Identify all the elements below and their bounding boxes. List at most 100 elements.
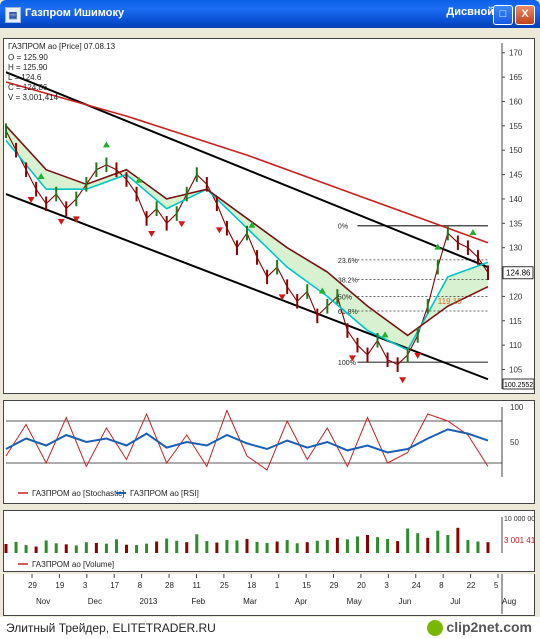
date-axis-tick-label: 25 xyxy=(220,581,229,590)
month-axis-label: May xyxy=(347,597,362,606)
ohlc-label: L = 124.6 xyxy=(8,73,42,82)
volume-bar xyxy=(44,540,48,553)
ohlc-label: H = 125.90 xyxy=(8,63,48,72)
sell-signal-marker xyxy=(399,377,407,384)
volume-bar xyxy=(376,537,380,553)
volume-bar xyxy=(4,544,8,553)
sell-signal-marker xyxy=(57,218,65,225)
volume-bar xyxy=(386,538,390,553)
date-axis-tick-label: 11 xyxy=(192,581,201,590)
volume-bar xyxy=(185,542,189,553)
fib-level-label: 61.8% xyxy=(338,309,358,316)
volume-bar xyxy=(446,535,450,553)
price-axis-tick-label: 105 xyxy=(509,366,523,375)
oscillator-axis-tick-label: 100 xyxy=(510,403,524,412)
price-chart-title: ГАЗПРОМ ао [Price] 07.08.13 xyxy=(8,42,116,51)
date-axis-tick-label: 15 xyxy=(302,581,311,590)
oscillator-chart-svg[interactable]: 50 100 ГАЗПРОМ ао [Stochastic] ГАЗПРОМ ао [… xyxy=(4,401,534,503)
view-mode-label[interactable]: Дисвной xyxy=(446,6,494,18)
current-volume-label: 3 001 414 xyxy=(504,536,534,545)
volume-bar xyxy=(34,546,38,553)
oscillator-axis-tick-label: 50 xyxy=(510,438,519,447)
page-footer: Элитный Трейдер, ELITETRADER.RU clip2net… xyxy=(0,617,540,639)
volume-bar xyxy=(456,527,460,553)
volume-bar xyxy=(416,533,420,553)
price-axis-tick-label: 140 xyxy=(509,195,523,204)
rsi-line xyxy=(5,428,489,454)
fib-level-label: 50% xyxy=(338,294,352,301)
clip2net-logo-icon xyxy=(427,620,444,637)
price-annotation: 119.10 xyxy=(438,297,462,306)
stochastic-legend-label: ГАЗПРОМ ао [Stochastic] xyxy=(32,489,124,498)
ohlc-label: O = 125.90 xyxy=(8,53,48,62)
buy-signal-marker xyxy=(381,331,389,338)
sell-signal-marker xyxy=(278,294,286,301)
sell-signal-marker xyxy=(72,216,80,223)
buy-signal-marker xyxy=(135,176,143,183)
month-axis-label: Aug xyxy=(502,597,516,606)
price-axis-tick-label: 135 xyxy=(509,219,523,228)
date-axis-tick-label: 3 xyxy=(83,581,88,590)
date-axis-pane: 29 19 3 17 8 28 11 25 18 1 15 29 20 3 24 8 22 5 Nov Dec 2013… xyxy=(3,574,535,616)
date-axis-tick-label: 29 xyxy=(330,581,339,590)
volume-bar xyxy=(235,540,239,553)
volume-bar xyxy=(436,530,440,553)
month-axis-label: Dec xyxy=(88,597,102,606)
maximize-button[interactable]: □ xyxy=(493,5,513,25)
volume-bar xyxy=(24,545,28,553)
buy-signal-marker xyxy=(469,229,477,236)
month-axis-label: Feb xyxy=(191,597,205,606)
date-axis-tick-label: 24 xyxy=(412,581,421,590)
sell-signal-marker xyxy=(348,355,356,362)
volume-bar xyxy=(125,544,128,553)
date-axis-tick-label: 17 xyxy=(110,581,119,590)
month-axis-label: Jul xyxy=(450,597,460,606)
volume-bar xyxy=(64,544,68,553)
volume-bar xyxy=(175,540,179,553)
buy-signal-marker xyxy=(37,173,45,180)
volume-legend-label: ГАЗПРОМ ао [Volume] xyxy=(32,560,114,569)
volume-bar xyxy=(205,541,209,553)
price-axis-tick-label: 130 xyxy=(509,244,523,253)
date-axis-tick-label: 3 xyxy=(384,581,389,590)
volume-bar xyxy=(275,541,279,553)
volume-bar xyxy=(104,543,108,553)
sell-signal-marker xyxy=(414,352,422,359)
date-axis-tick-label: 20 xyxy=(357,581,366,590)
volume-bar xyxy=(94,542,98,553)
ohlc-label: V = 3,001,414 xyxy=(8,93,59,102)
close-button[interactable]: X xyxy=(515,5,535,25)
date-axis-tick-label: 28 xyxy=(165,581,174,590)
chart-app-icon: ▤ xyxy=(5,7,21,23)
volume-bar xyxy=(406,528,410,553)
price-axis-tick-label: 165 xyxy=(509,73,523,82)
price-chart-svg[interactable]: 1051101151201251301351401451501551601651… xyxy=(4,39,535,393)
volume-bar xyxy=(114,539,118,553)
buy-signal-marker xyxy=(318,287,326,294)
volume-chart-svg[interactable]: 10 000 000 3 001 414 ГАЗПРОМ ао [Volume] xyxy=(4,511,540,571)
buy-signal-marker xyxy=(434,243,442,250)
volume-pane: 10 000 000 3 001 414 ГАЗПРОМ ао [Volume] xyxy=(3,510,540,572)
sell-signal-marker xyxy=(215,227,223,234)
buy-signal-marker xyxy=(102,141,110,148)
ohlc-label: C = 124.86 xyxy=(8,83,48,92)
sma-long-line xyxy=(5,81,489,244)
month-axis-label: Jun xyxy=(398,597,411,606)
volume-bar xyxy=(145,543,149,553)
month-axis-label: Nov xyxy=(36,597,50,606)
price-axis-tick-label: 150 xyxy=(509,146,523,155)
volume-bar xyxy=(225,540,229,553)
date-axis-tick-label: 22 xyxy=(467,581,476,590)
fib-level-label: 38.2% xyxy=(338,277,358,284)
volume-bar xyxy=(366,535,369,553)
volume-bar xyxy=(14,541,18,553)
price-axis-tick-label: 120 xyxy=(509,292,523,301)
date-axis-tick-label: 19 xyxy=(55,581,64,590)
oscillator-pane: 50 100 ГАЗПРОМ ао [Stochastic] ГАЗПРОМ ао [… xyxy=(3,400,535,504)
date-axis-tick-label: 8 xyxy=(439,581,444,590)
volume-bar xyxy=(486,542,490,553)
window-titlebar[interactable]: ▤ Газпром Ишимоку Дисвной □ X xyxy=(0,0,540,28)
rsi-legend-label: ГАЗПРОМ ао [RSI] xyxy=(130,489,199,498)
volume-bar xyxy=(195,534,199,553)
volume-bar xyxy=(295,543,299,553)
